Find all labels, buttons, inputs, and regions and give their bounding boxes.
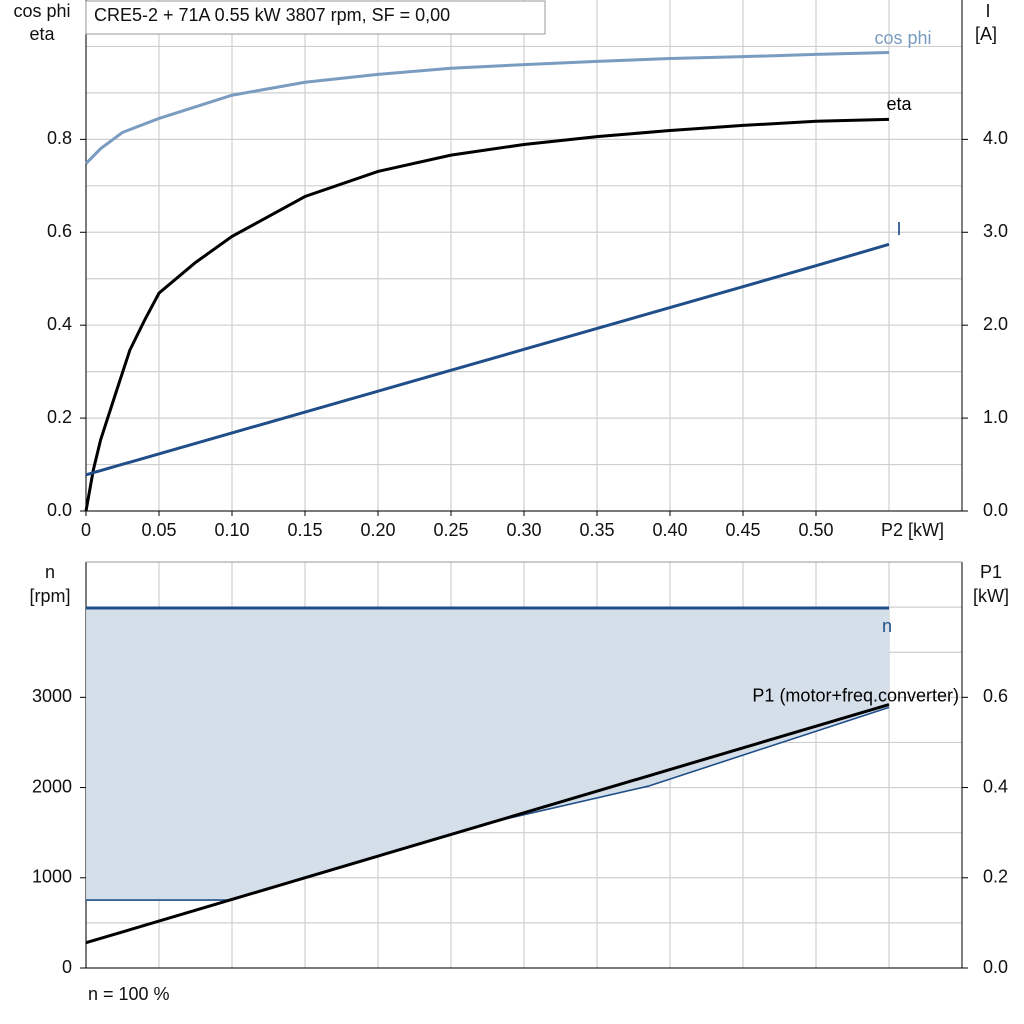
y2-axis-label: P1 bbox=[980, 562, 1002, 582]
y-tick-label: 0.0 bbox=[47, 500, 72, 520]
y-tick-label: 0.6 bbox=[47, 221, 72, 241]
series-line bbox=[85, 242, 890, 477]
y-tick-label: 0.4 bbox=[47, 314, 72, 334]
y2-axis-label: [A] bbox=[975, 24, 997, 44]
series-label: cos phi bbox=[874, 28, 931, 48]
x-tick-label: 0.25 bbox=[433, 520, 468, 540]
series-line bbox=[85, 703, 890, 945]
chart-title: CRE5-2 + 71A 0.55 kW 3807 rpm, SF = 0,00 bbox=[94, 5, 450, 25]
series-label: I bbox=[896, 219, 901, 239]
y-tick-label: 0.8 bbox=[47, 128, 72, 148]
y2-tick-label: 3.0 bbox=[983, 221, 1008, 241]
x-tick-label: 0.30 bbox=[506, 520, 541, 540]
y-tick-label: 1000 bbox=[32, 867, 72, 887]
series-label: eta bbox=[886, 94, 912, 114]
y-tick-label: 3000 bbox=[32, 686, 72, 706]
y2-tick-label: 2.0 bbox=[983, 314, 1008, 334]
x-axis-label: P2 [kW] bbox=[881, 520, 944, 540]
y-axis-label: n bbox=[45, 562, 55, 582]
x-tick-label: 0.35 bbox=[579, 520, 614, 540]
x-tick-label: 0.10 bbox=[214, 520, 249, 540]
y2-tick-label: 0.4 bbox=[983, 776, 1008, 796]
y2-tick-label: 0.2 bbox=[983, 867, 1008, 887]
series-line bbox=[84, 117, 890, 512]
range-area bbox=[86, 608, 889, 901]
y2-axis-label: [kW] bbox=[973, 586, 1009, 606]
footnote: n = 100 % bbox=[88, 984, 170, 1004]
x-tick-label: 0.40 bbox=[652, 520, 687, 540]
title-box bbox=[85, 0, 546, 35]
y2-tick-label: 1.0 bbox=[983, 407, 1008, 427]
y-axis-label: cos phi bbox=[13, 1, 70, 21]
y-tick-label: 2000 bbox=[32, 776, 72, 796]
y-tick-label: 0 bbox=[62, 957, 72, 977]
x-tick-label: 0.05 bbox=[141, 520, 176, 540]
y-axis-label: eta bbox=[29, 24, 55, 44]
y2-tick-label: 0.6 bbox=[983, 686, 1008, 706]
y2-tick-label: 0.0 bbox=[983, 500, 1008, 520]
x-tick-label: 0.45 bbox=[725, 520, 760, 540]
x-tick-label: 0.50 bbox=[798, 520, 833, 540]
series-line bbox=[84, 50, 890, 165]
series-label: P1 (motor+freq.converter) bbox=[752, 685, 959, 705]
y2-tick-label: 0.0 bbox=[983, 957, 1008, 977]
x-tick-label: 0.15 bbox=[287, 520, 322, 540]
y2-axis-label: I bbox=[985, 1, 990, 21]
x-tick-label: 0.20 bbox=[360, 520, 395, 540]
y-tick-label: 0.2 bbox=[47, 407, 72, 427]
y-axis-label: [rpm] bbox=[29, 586, 70, 606]
series-label: n bbox=[882, 616, 892, 636]
x-tick-label: 0 bbox=[81, 520, 91, 540]
y2-tick-label: 4.0 bbox=[983, 128, 1008, 148]
